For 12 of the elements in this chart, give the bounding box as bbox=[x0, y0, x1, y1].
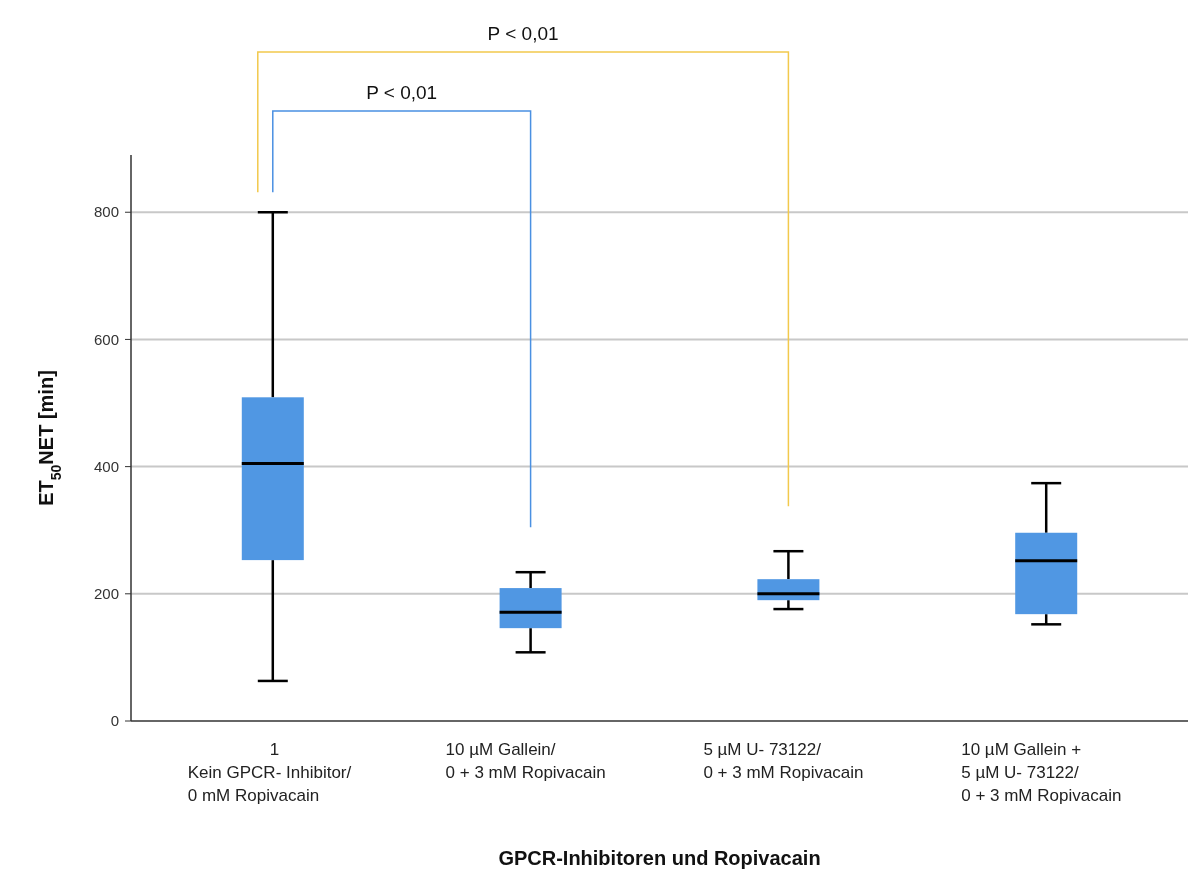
y-tick-label: 600 bbox=[93, 330, 119, 348]
y-tick-label: 400 bbox=[93, 457, 119, 475]
x-tick-label: 1 Kein GPCR- Inhibitor/ 0 mM Ropivacain bbox=[187, 740, 352, 805]
x-tick-label: 5 µM U- 73122/ 0 + 3 mM Ropivacain bbox=[703, 740, 864, 782]
y-tick-label: 0 bbox=[110, 712, 119, 730]
y-tick-label: 800 bbox=[93, 203, 119, 221]
text: P < 0,01 bbox=[366, 82, 438, 103]
x-tick-label: 10 µM Gallein/ 0 + 3 mM Ropivacain bbox=[445, 740, 606, 782]
x-tick-label: 10 µM Gallein + 5 µM U- 73122/ 0 + 3 mM Ropivacain bbox=[961, 740, 1122, 805]
x-axis-title: GPCR-Inhibitoren und Ropivacain bbox=[498, 847, 821, 869]
y-tick-label: 200 bbox=[93, 585, 119, 603]
text: P < 0,01 bbox=[487, 23, 559, 44]
